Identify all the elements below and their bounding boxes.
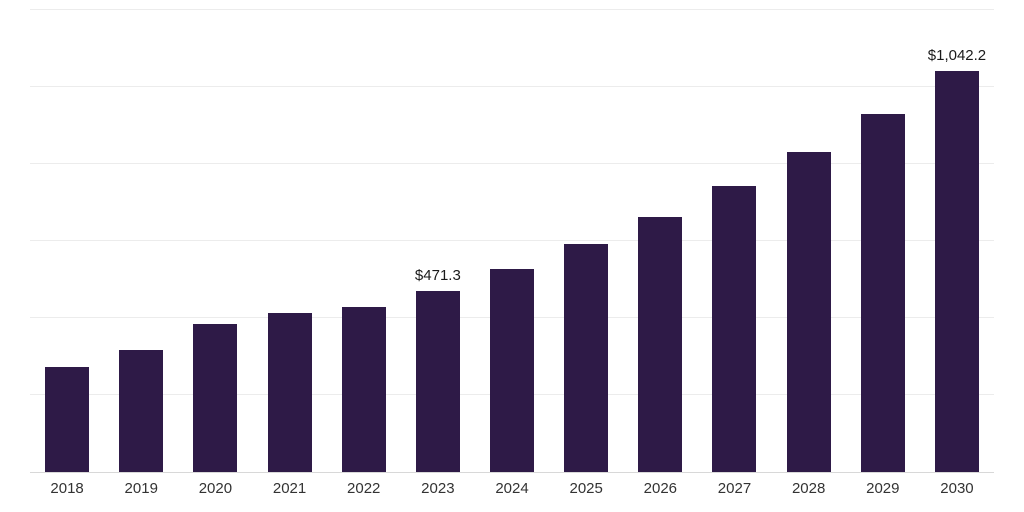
x-tick-2018: 2018 — [50, 480, 84, 497]
x-tick-2019: 2019 — [124, 480, 158, 497]
bar-2029 — [860, 113, 905, 472]
bar-2026 — [638, 217, 683, 472]
value-label-2023: $471.3 — [414, 266, 461, 284]
bar-2018 — [45, 367, 90, 472]
bar-slot-2021 — [252, 10, 326, 472]
bar-slot-2024 — [475, 10, 549, 472]
bar-2027 — [712, 186, 757, 472]
bar-2024 — [490, 268, 535, 472]
bar-2023 — [415, 290, 460, 472]
bar-slot-2030: $1,042.2 — [920, 10, 994, 472]
bar-2020 — [193, 323, 238, 472]
bar-slot-2018 — [30, 10, 104, 472]
x-tick-2023: 2023 — [421, 480, 455, 497]
bar-2030 — [934, 70, 979, 472]
x-tick-2028: 2028 — [791, 480, 826, 497]
x-tick-2030: 2030 — [940, 480, 974, 497]
bar-slot-2029 — [846, 10, 920, 472]
bar-slot-2028 — [772, 10, 846, 472]
bar-slot-2025 — [549, 10, 623, 472]
bar-2019 — [119, 349, 164, 472]
bar-slot-2027 — [697, 10, 771, 472]
x-tick-2027: 2027 — [717, 480, 752, 497]
x-tick-2022: 2022 — [347, 480, 381, 497]
value-label-2030: $1,042.2 — [927, 46, 987, 64]
bar-2025 — [564, 244, 609, 472]
bar-slot-2023: $471.3 — [401, 10, 475, 472]
bar-slot-2020 — [178, 10, 252, 472]
bar-slot-2022 — [327, 10, 401, 472]
x-tick-2026: 2026 — [643, 480, 678, 497]
x-tick-2029: 2029 — [866, 480, 900, 497]
x-tick-2025: 2025 — [569, 480, 603, 497]
x-tick-2024: 2024 — [495, 480, 529, 497]
bar-slot-2019 — [104, 10, 178, 472]
plot-area: $471.3 $1,042.2 — [30, 9, 994, 473]
bar-2028 — [786, 152, 831, 472]
x-axis: 2018 2019 2020 2021 2022 2023 2024 2025 2026 2027… — [30, 480, 994, 504]
bar-2022 — [341, 307, 386, 472]
bar-slot-2026 — [623, 10, 697, 472]
x-tick-2021: 2021 — [272, 480, 307, 497]
x-tick-2020: 2020 — [198, 480, 233, 497]
bars-container: $471.3 $1,042.2 — [30, 10, 994, 472]
bar-2021 — [267, 313, 312, 472]
